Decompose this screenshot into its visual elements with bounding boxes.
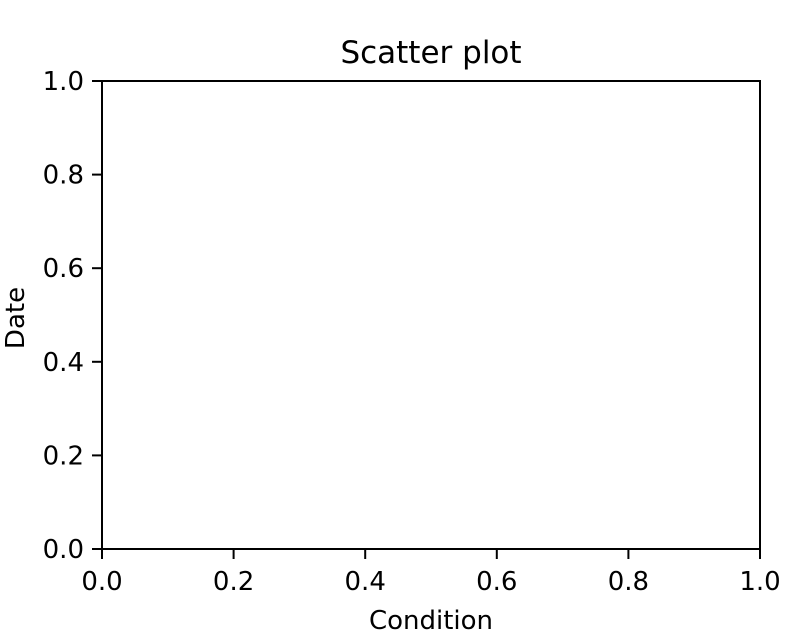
x-tick-label: 0.8 <box>608 567 649 597</box>
x-tick-label: 0.0 <box>81 567 122 597</box>
y-tick-label: 0.4 <box>43 348 84 378</box>
y-tick-label: 0.2 <box>43 441 84 471</box>
x-tick-label: 0.6 <box>476 567 517 597</box>
y-tick-label: 0.0 <box>43 535 84 565</box>
y-tick-label: 1.0 <box>43 67 84 97</box>
y-tick-label: 0.8 <box>43 161 84 191</box>
x-axis-ticks: 0.0 0.2 0.4 0.6 0.8 1.0 <box>81 549 781 597</box>
y-axis-label: Date <box>1 287 31 349</box>
x-axis-label: Condition <box>369 606 493 636</box>
x-tick-label: 1.0 <box>739 567 780 597</box>
x-tick-label: 0.4 <box>345 567 386 597</box>
y-axis-ticks: 0.0 0.2 0.4 0.6 0.8 1.0 <box>43 67 102 565</box>
x-tick-label: 0.2 <box>213 567 254 597</box>
chart-title: Scatter plot <box>340 35 521 71</box>
y-tick-label: 0.6 <box>43 254 84 284</box>
plot-area-frame <box>101 80 761 550</box>
